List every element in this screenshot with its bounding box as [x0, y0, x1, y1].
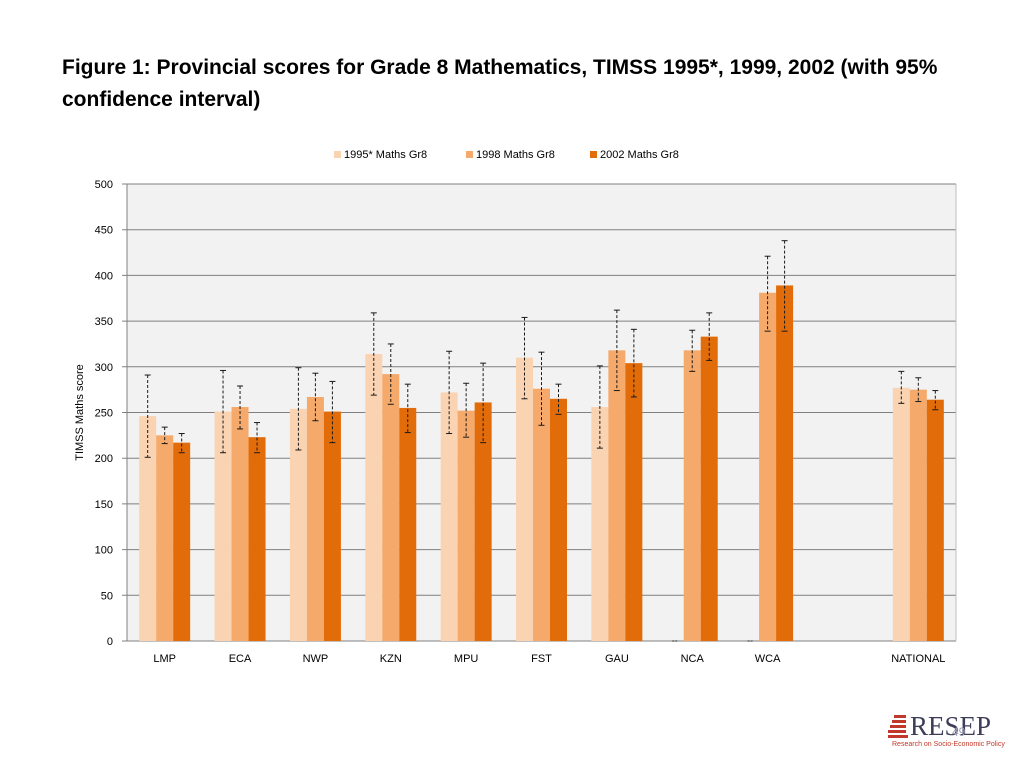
legend-swatch — [466, 151, 473, 158]
error-bar — [329, 380, 336, 444]
error-bar — [538, 351, 545, 426]
page-title: Figure 1: Provincial scores for Grade 8 … — [62, 56, 938, 111]
bars — [139, 285, 944, 641]
bar — [323, 411, 341, 641]
bar — [365, 354, 383, 641]
error-bar — [220, 369, 227, 454]
y-tick-label: 200 — [95, 453, 113, 465]
x-tick-label: GAU — [605, 653, 629, 665]
bar — [440, 392, 458, 641]
bar — [608, 350, 626, 641]
bar — [248, 437, 266, 641]
bar — [306, 396, 324, 641]
bar — [516, 357, 533, 641]
error-bar — [295, 367, 302, 451]
logo-word: RESEP — [910, 711, 992, 741]
error-bar — [446, 350, 453, 435]
error-bar — [144, 374, 151, 458]
error-bar — [764, 255, 771, 332]
x-tick-label: KZN — [380, 653, 402, 665]
error-bar — [254, 422, 261, 454]
error-bar — [521, 316, 528, 400]
logo-mark-icon — [888, 715, 908, 738]
y-axis-tick-labels: 0 50 100 150 200 250 300 350 400 450 500 — [95, 179, 113, 648]
y-tick-label: 150 — [95, 499, 113, 511]
legend-label: 1995* Maths Gr8 — [344, 149, 427, 161]
bar — [382, 374, 400, 641]
legend-swatch — [590, 151, 597, 158]
y-tick-label: 400 — [95, 270, 113, 282]
bar — [759, 292, 777, 641]
y-tick-label: 350 — [95, 316, 113, 328]
bar — [156, 435, 174, 641]
error-bar — [932, 390, 939, 411]
legend-swatch — [334, 151, 341, 158]
error-bar — [404, 383, 411, 434]
legend-label: 1998 Maths Gr8 — [476, 149, 555, 161]
error-bar — [387, 343, 394, 405]
bar — [700, 336, 718, 641]
error-bar — [178, 433, 185, 454]
error-bar — [630, 328, 637, 398]
bar — [457, 410, 475, 641]
bar — [399, 407, 417, 641]
error-bar — [613, 309, 620, 392]
x-tick-label: FST — [531, 653, 552, 665]
y-tick-label: 450 — [95, 225, 113, 237]
x-tick-label: WCA — [755, 653, 781, 665]
bar — [289, 408, 307, 641]
y-axis-label: TIMSS Maths score — [74, 364, 86, 461]
bar — [776, 285, 794, 641]
bar — [550, 398, 567, 641]
logo-tagline: Research on Socio-Economic Policy — [892, 741, 1005, 748]
x-tick-label: NCA — [681, 653, 705, 665]
legend-item: 2002 Maths Gr8 — [590, 149, 679, 161]
error-bar — [312, 372, 319, 422]
bar — [139, 416, 157, 641]
slide-number: 49 — [952, 725, 966, 739]
resep-logo: RESEP Research on Socio-Economic Policy — [888, 712, 1014, 752]
y-tick-label: 50 — [101, 590, 113, 602]
y-tick-label: 500 — [95, 179, 113, 191]
x-tick-label: MPU — [454, 653, 479, 665]
bar — [909, 389, 927, 641]
error-bar — [596, 365, 603, 449]
y-tick-label: 300 — [95, 362, 113, 374]
error-bars — [144, 240, 939, 642]
y-tick-label: 250 — [95, 408, 113, 420]
error-bar — [689, 329, 696, 372]
x-tick-label: ECA — [229, 653, 252, 665]
error-bar — [781, 240, 788, 332]
bar — [533, 388, 550, 641]
y-tick-label: 0 — [107, 636, 113, 648]
bar — [591, 407, 609, 641]
bar — [892, 387, 910, 641]
x-tick-label: LMP — [153, 653, 176, 665]
error-bar — [370, 312, 377, 396]
x-axis-tick-labels: LMP ECA NWP KZN MPU FST GAU NCA WCA NATIONAL — [153, 653, 945, 665]
legend-item: 1995* Maths Gr8 — [334, 149, 427, 161]
bar — [625, 363, 643, 641]
bar — [214, 411, 232, 641]
error-bar — [161, 426, 168, 445]
legend-label: 2002 Maths Gr8 — [600, 149, 679, 161]
error-bar — [915, 377, 922, 403]
x-tick-label: NATIONAL — [891, 653, 945, 665]
error-bar — [555, 383, 562, 415]
bar — [474, 402, 492, 641]
y-tick-label: 100 — [95, 545, 113, 557]
error-bar — [898, 370, 905, 404]
bar — [173, 442, 191, 641]
bar — [683, 350, 701, 641]
error-bar — [706, 312, 713, 361]
error-bar — [480, 362, 487, 444]
legend-item: 1998 Maths Gr8 — [466, 149, 555, 161]
error-bar — [237, 385, 244, 430]
legend: 1995* Maths Gr8 1998 Maths Gr8 2002 Maths … — [334, 149, 679, 161]
bar — [926, 399, 944, 641]
x-tick-label: NWP — [303, 653, 329, 665]
bar — [231, 407, 249, 641]
error-bar — [463, 382, 470, 438]
